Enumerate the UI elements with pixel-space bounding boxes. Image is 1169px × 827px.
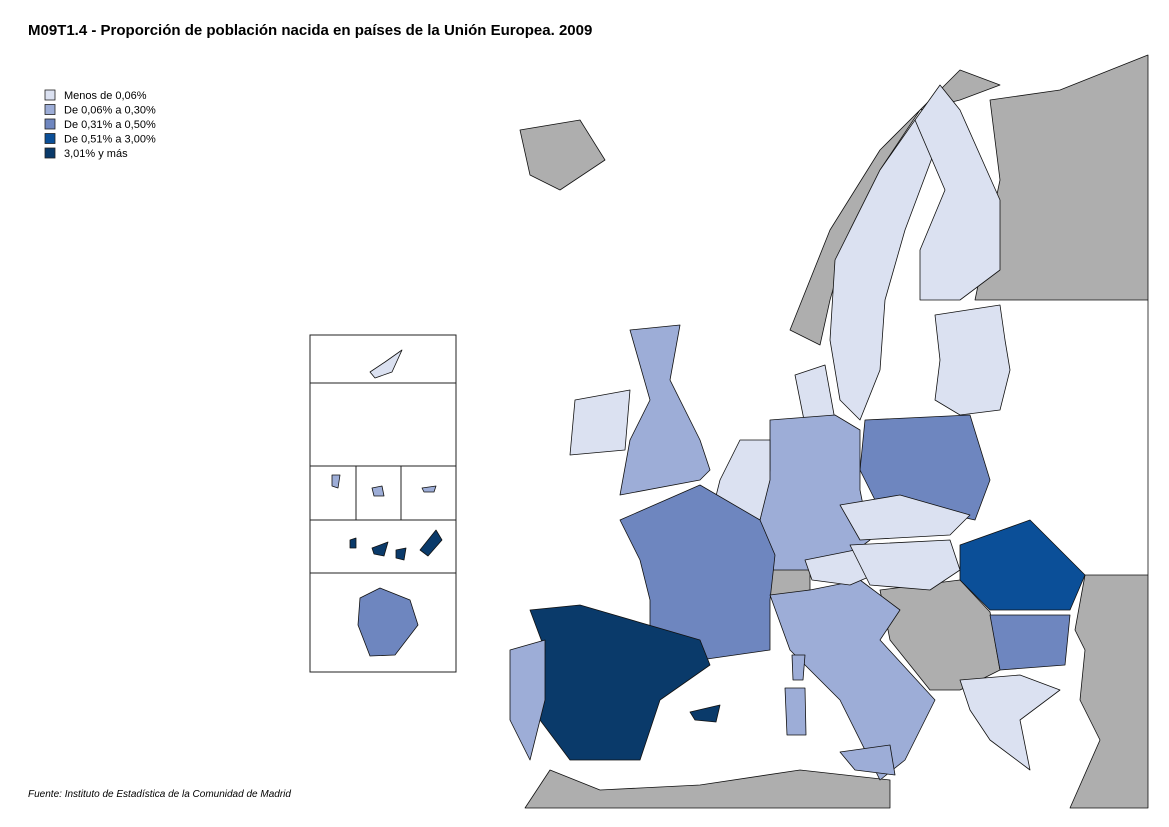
region [419, 529, 443, 557]
legend-swatch [44, 89, 56, 101]
legend-label: De 0,51% a 3,00% [64, 134, 156, 146]
region [839, 494, 971, 541]
region [569, 389, 631, 456]
region [371, 485, 385, 497]
map [309, 54, 1149, 809]
legend-label: 3,01% y más [64, 148, 128, 160]
region [849, 539, 961, 591]
title: M09T1.4 - Proporción de población nacida… [28, 22, 592, 39]
region [914, 84, 1001, 301]
legend-swatch [44, 133, 56, 144]
region [369, 349, 403, 379]
legend-swatch [44, 147, 56, 159]
legend-label: De 0,31% a 0,50% [64, 119, 156, 131]
region [959, 519, 1086, 611]
non-eu-area [519, 119, 606, 191]
region [371, 541, 389, 557]
region [619, 484, 776, 661]
region [331, 474, 341, 489]
region [349, 537, 357, 549]
legend-label: De 0,06% a 0,30% [64, 105, 156, 117]
region [959, 674, 1061, 771]
region [421, 485, 437, 493]
legend-swatch [44, 104, 56, 115]
region [989, 614, 1071, 671]
region [619, 324, 711, 496]
legend: Menos de 0,06% De 0,06% a 0,30% De 0,31% a… [44, 89, 156, 160]
region [934, 304, 1011, 416]
region [784, 687, 807, 736]
legend-label: Menos de 0,06% [64, 90, 147, 102]
region [829, 119, 936, 421]
region [689, 704, 721, 723]
non-eu-area [524, 769, 891, 809]
region [839, 744, 896, 776]
legend-swatch [44, 118, 56, 130]
source: Fuente: Instituto de Estadística de la C… [28, 789, 291, 800]
region [395, 547, 407, 561]
region [357, 587, 419, 657]
region [509, 639, 546, 761]
region [791, 654, 806, 681]
non-eu-area [974, 54, 1149, 809]
